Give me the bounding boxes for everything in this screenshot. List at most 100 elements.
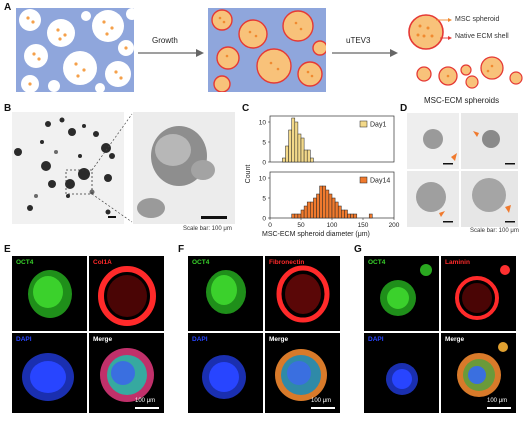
- f-fibronectin-image: Fibronectin: [265, 256, 340, 331]
- hydrogel-block-initial: [16, 8, 138, 93]
- histogram-day14: 0 5 10 Day14 0 50 100 150 200: [259, 171, 400, 229]
- e-channel-dapi: DAPI: [16, 336, 32, 343]
- panel-label-f: F: [178, 244, 185, 255]
- spheroid-overview-illustration: [14, 117, 116, 218]
- bar-Day1-7: [303, 149, 308, 163]
- e-merge-image: Merge 100 μm: [89, 333, 164, 413]
- e-dapi-image: DAPI: [12, 333, 87, 413]
- g-merge-image: Merge 100 μm: [441, 333, 516, 413]
- g-channel-laminin: Laminin: [445, 259, 470, 266]
- g-channel-dapi: DAPI: [368, 336, 384, 343]
- bar-Day14-2: [297, 213, 302, 219]
- e-col1a-image: Col1A: [89, 256, 164, 331]
- panel-label-g: G: [354, 244, 362, 255]
- f-dapi-image: DAPI: [188, 333, 263, 413]
- panel-label-a: A: [4, 2, 12, 13]
- y-tick-label-0-5: 5: [262, 140, 266, 147]
- bar-Day14-8: [316, 193, 320, 219]
- legend-msc-spheroid: MSC spheroid: [455, 16, 500, 23]
- hydrogel-block-grown: [208, 8, 328, 93]
- d-image-top-right: [461, 113, 518, 169]
- msc-ecm-spheroids-caption: MSC-ECM spheroids: [424, 96, 500, 105]
- bar-Day14-13: [331, 197, 336, 219]
- bar-Day1-6: [300, 137, 305, 163]
- e-channel-merge: Merge: [93, 336, 113, 343]
- f-channel-fibronectin: Fibronectin: [269, 259, 305, 266]
- bar-Day1-1: [285, 145, 289, 163]
- spheroid-zoom-illustration: [137, 126, 227, 219]
- bar-Day14-20: [353, 213, 358, 219]
- brightfield-overview-image: [12, 112, 124, 224]
- hydrogel-initial-illustration: [16, 8, 138, 93]
- f-channel-merge: Merge: [269, 336, 289, 343]
- plot-frame-0: [269, 115, 395, 163]
- d-image-top-left: [407, 113, 459, 169]
- bar-Day14-18: [347, 213, 351, 219]
- y-axis-label: Count: [245, 165, 252, 184]
- x-tick-label-150: 150: [358, 222, 369, 229]
- y-tick-label-0-10: 10: [259, 120, 267, 127]
- f-channel-dapi: DAPI: [192, 336, 208, 343]
- f-scale-bar: [311, 407, 335, 409]
- g-scale-bar: [487, 407, 511, 409]
- legend-swatch-Day14: [359, 176, 368, 184]
- bar-Day14-19: [350, 213, 354, 219]
- bar-Day14-1: [294, 213, 299, 219]
- g-laminin-image: Laminin: [441, 256, 516, 331]
- g-dapi-image: DAPI: [364, 333, 439, 413]
- y-tick-label-1-5: 5: [262, 196, 266, 203]
- bar-Day1-8: [306, 149, 311, 163]
- panel-b-scale-bar-label: Scale bar: 100 μm: [183, 226, 232, 232]
- d-image-bottom-right: [461, 171, 518, 227]
- panel-label-c: C: [242, 103, 250, 114]
- y-tick-label-1-0: 0: [262, 216, 266, 223]
- bar-Day14-7: [313, 197, 317, 219]
- bar-Day14-3: [300, 209, 305, 219]
- bar-Day1-9: [310, 157, 314, 163]
- arrow-utev3-icon: [332, 49, 398, 57]
- bar-Day14-6: [310, 201, 314, 219]
- bar-Day1-3: [291, 117, 296, 163]
- bar-Day1-2: [288, 129, 292, 163]
- step-label-growth: Growth: [152, 36, 178, 45]
- bar-Day14-5: [306, 201, 311, 219]
- panel-d-scale-bar-label: Scale bar: 100 μm: [470, 228, 519, 234]
- y-tick-label-1-10: 10: [259, 176, 267, 183]
- g-channel-oct4: OCT4: [368, 259, 386, 266]
- x-tick-label-100: 100: [327, 222, 338, 229]
- diameter-histogram-chart: 0 5 10 Day1 0 5 10 Day14 0 50 100 150 200 Count: [245, 115, 400, 229]
- zoom-connector: [91, 113, 133, 223]
- f-channel-oct4: OCT4: [192, 259, 210, 266]
- bar-Day1-4: [294, 121, 299, 163]
- bar-Day14-12: [328, 193, 333, 219]
- panel-label-d: D: [400, 103, 408, 114]
- e-scale-bar-label: 100 μm: [135, 398, 156, 404]
- d-image-bottom-left: [407, 171, 459, 227]
- bar-Day1-0: [282, 157, 286, 163]
- bar-Day14-4: [303, 205, 308, 219]
- g-oct4-image: OCT4: [364, 256, 439, 331]
- bar-Day14-11: [325, 189, 330, 219]
- x-axis-label: MSC-ECM spheroid diameter (μm): [262, 231, 370, 238]
- e-scale-bar: [135, 407, 159, 409]
- brightfield-zoom-image: [133, 112, 235, 224]
- bar-Day14-10: [322, 185, 327, 219]
- legend-label-Day1: Day1: [370, 122, 386, 129]
- y-tick-label-0-0: 0: [262, 160, 266, 167]
- bar-Day1-5: [297, 133, 302, 163]
- g-scale-bar-label: 100 μm: [487, 398, 508, 404]
- bar-Day14-17: [344, 209, 348, 219]
- legend-native-ecm-shell: Native ECM shell: [455, 33, 509, 40]
- legend-label-Day14: Day14: [370, 178, 390, 185]
- x-tick-label-200: 200: [389, 222, 400, 229]
- f-oct4-image: OCT4: [188, 256, 263, 331]
- bar-Day14-21: [368, 213, 373, 219]
- f-merge-image: Merge 100 μm: [265, 333, 340, 413]
- panel-label-b: B: [4, 103, 12, 114]
- arrow-growth-icon: [138, 49, 204, 57]
- hydrogel-grown-illustration: [208, 8, 328, 93]
- legend-swatch-Day1: [359, 120, 368, 128]
- bar-Day14-15: [337, 205, 342, 219]
- panel-label-e: E: [4, 244, 11, 255]
- histogram-day1: 0 5 10 Day1: [259, 115, 395, 167]
